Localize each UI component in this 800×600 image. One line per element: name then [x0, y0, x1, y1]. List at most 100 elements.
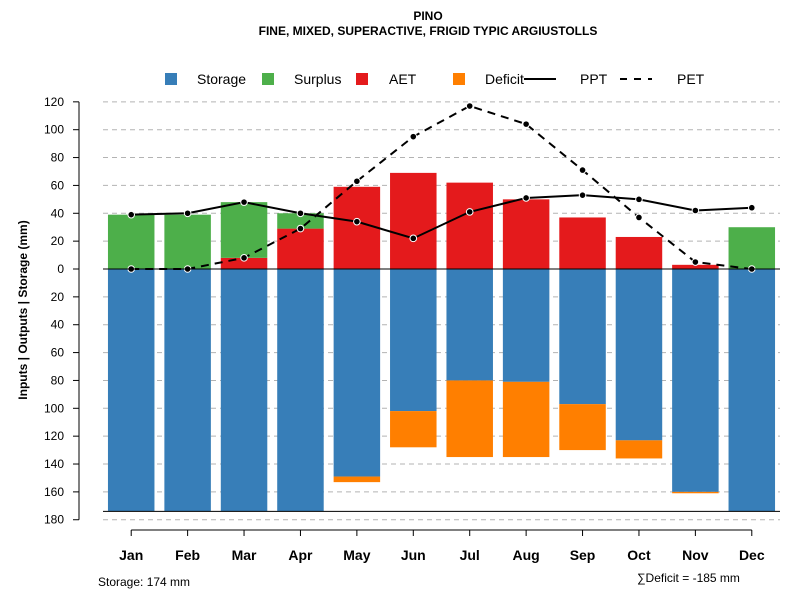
pet-point-apr	[296, 224, 305, 233]
aet-bar-jun	[390, 172, 437, 269]
pet-point-may	[353, 177, 361, 186]
deficit-bar-sep	[559, 404, 606, 451]
chart-title: PINO	[413, 9, 442, 23]
surplus-bar-dec	[728, 227, 776, 269]
x-tick-label-jul: Jul	[460, 547, 480, 563]
storage-bar-aug	[502, 269, 550, 382]
x-tick-label-dec: Dec	[739, 547, 765, 563]
y-tick-label: 60	[51, 178, 65, 192]
legend-label-storage: Storage	[197, 71, 246, 87]
x-tick-label-may: May	[343, 547, 370, 563]
y-tick-label: 60	[51, 346, 65, 360]
deficit-bar-nov	[672, 491, 719, 494]
surplus-bar-feb	[164, 214, 211, 269]
legend-label-ppt: PPT	[580, 71, 608, 87]
ppt-point-jan	[127, 210, 136, 219]
pet-point-aug	[522, 120, 530, 128]
storage-bar-mar	[220, 269, 268, 512]
x-tick-label-feb: Feb	[175, 547, 200, 563]
x-tick-label-apr: Apr	[288, 547, 313, 563]
ppt-point-may	[353, 217, 361, 226]
deficit-bar-may	[333, 476, 381, 483]
ppt-point-mar	[240, 198, 248, 206]
x-tick-label-nov: Nov	[682, 547, 709, 563]
legend-swatch-aet	[356, 73, 368, 85]
y-tick-label: 80	[51, 151, 65, 165]
deficit-bar-aug	[502, 381, 550, 458]
y-tick-label: 100	[44, 401, 64, 415]
legend-swatch-storage	[165, 73, 177, 85]
pet-point-nov	[691, 258, 700, 266]
pet-line	[131, 104, 752, 270]
legend-label-aet: AET	[389, 71, 417, 87]
x-tick-label-mar: Mar	[232, 547, 257, 563]
storage-bar-oct	[615, 269, 663, 441]
y-tick-label: 80	[51, 373, 65, 387]
legend-swatch-deficit	[453, 73, 465, 85]
pet-point-oct	[635, 213, 643, 222]
y-tick-label: 120	[44, 429, 64, 443]
storage-bar-jul	[446, 269, 493, 381]
lines	[127, 102, 756, 273]
ppt-point-nov	[691, 206, 700, 215]
aet-bar-may	[333, 186, 381, 269]
y-tick-label: 180	[44, 513, 64, 527]
deficit-bar-jul	[446, 380, 493, 458]
ppt-point-jul	[465, 208, 474, 216]
storage-bar-may	[333, 269, 381, 477]
y-tick-label: 40	[51, 206, 65, 220]
ppt-point-sep	[578, 191, 587, 199]
x-tick-label-sep: Sep	[570, 547, 596, 563]
chart-subtitle: FINE, MIXED, SUPERACTIVE, FRIGID TYPIC A…	[259, 24, 598, 38]
ppt-line	[131, 194, 752, 240]
storage-bar-sep	[559, 269, 606, 405]
x-tick-label-jun: Jun	[401, 547, 426, 563]
storage-bar-jun	[390, 269, 437, 412]
legend-label-deficit: Deficit	[485, 71, 524, 87]
ppt-point-aug	[522, 194, 530, 202]
storage-note: Storage: 174 mm	[98, 575, 190, 589]
aet-bar-aug	[502, 199, 550, 269]
y-tick-label: 20	[51, 234, 65, 248]
bars	[107, 172, 776, 512]
y-tick-label: 140	[44, 457, 64, 471]
ppt-point-oct	[635, 195, 643, 204]
ppt-point-dec	[747, 203, 756, 212]
storage-bar-apr	[277, 269, 324, 512]
y-tick-label: 100	[44, 123, 64, 137]
y-tick-label: 120	[44, 95, 64, 109]
y-tick-label: 40	[51, 318, 65, 332]
aet-bar-jul	[446, 182, 493, 269]
legend-label-pet: PET	[677, 71, 705, 87]
pet-point-jul	[465, 102, 474, 110]
surplus-bar-apr	[277, 213, 324, 229]
pet-point-mar	[240, 254, 248, 262]
legend: Storage Surplus AET Deficit PPT PET	[165, 71, 705, 87]
aet-bar-mar	[220, 257, 268, 269]
deficit-note: ∑Deficit = -185 mm	[637, 571, 740, 585]
deficit-bar-oct	[615, 440, 663, 459]
aet-bar-oct	[615, 236, 663, 269]
gridlines	[103, 101, 780, 521]
storage-bar-nov	[672, 269, 719, 492]
pet-point-jun	[409, 132, 418, 141]
y-tick-label: 160	[44, 485, 64, 499]
y-tick-label: 0	[57, 262, 64, 276]
aet-bar-sep	[559, 217, 606, 269]
aet-bar-nov	[672, 264, 719, 269]
storage-bar-jan	[107, 269, 155, 512]
ppt-point-feb	[183, 209, 192, 218]
pet-point-sep	[578, 166, 587, 174]
axes: 120 100 80 60 40 20 0 20 40 60 80 100 120 140 160 180 Ja…	[44, 95, 780, 563]
legend-label-surplus: Surplus	[294, 71, 341, 87]
x-tick-label-oct: Oct	[627, 547, 651, 563]
deficit-bar-jun	[390, 411, 437, 448]
ppt-point-apr	[296, 209, 305, 218]
legend-swatch-surplus	[262, 73, 274, 85]
ppt-point-jun	[409, 234, 418, 243]
x-tick-label-jan: Jan	[119, 547, 143, 563]
storage-bar-feb	[164, 269, 211, 512]
aet-bar-apr	[277, 228, 324, 269]
y-axis-label: Inputs | Outputs | Storage (mm)	[16, 220, 30, 399]
